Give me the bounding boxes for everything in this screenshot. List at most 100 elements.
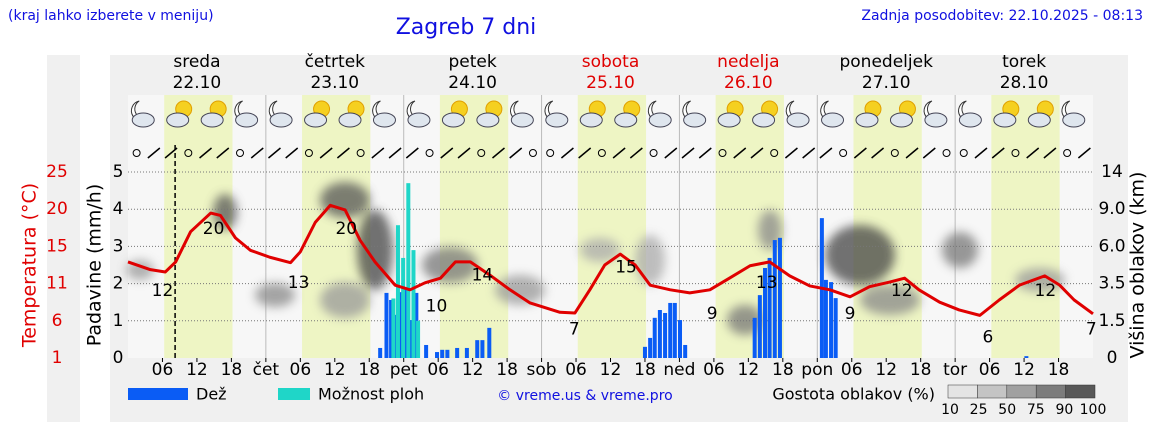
wind-barb bbox=[922, 147, 936, 159]
y3-tick-label: 6.0 bbox=[1098, 236, 1125, 256]
wind-barb bbox=[974, 147, 988, 159]
left-panel bbox=[47, 55, 80, 422]
cloud-blob bbox=[357, 210, 393, 290]
wind-calm bbox=[1063, 149, 1072, 157]
wind-calm bbox=[718, 149, 727, 157]
weather-icon bbox=[785, 100, 810, 128]
y-tick-label: 2 bbox=[113, 274, 124, 294]
x-tick-label: 12 bbox=[600, 360, 622, 380]
x-tick-label: 18 bbox=[910, 360, 932, 380]
weather-icon bbox=[993, 100, 1020, 128]
weather-icon bbox=[752, 100, 779, 128]
weather-icon bbox=[647, 100, 672, 128]
temperature-label: 7 bbox=[1086, 320, 1097, 340]
credit: © vreme.us & vreme.pro bbox=[497, 388, 672, 404]
wind-barb bbox=[250, 147, 264, 159]
weather-icon bbox=[200, 100, 227, 128]
weather-icon bbox=[304, 100, 331, 128]
wind-barb bbox=[853, 147, 867, 159]
y2-tick-label: 15 bbox=[46, 236, 68, 256]
cloud bbox=[372, 112, 396, 128]
cloud-blob bbox=[422, 247, 478, 283]
precip-bar bbox=[487, 327, 492, 358]
x-tick-label: 12 bbox=[1013, 360, 1035, 380]
cloud bbox=[786, 112, 810, 128]
day-name: petek bbox=[449, 52, 497, 72]
x-tick-label: 18 bbox=[1048, 360, 1070, 380]
daylight-band bbox=[991, 95, 1060, 358]
cloud bbox=[441, 112, 465, 128]
day-name: torek bbox=[1002, 52, 1046, 72]
precip-bar bbox=[648, 337, 653, 358]
x-tick-label: tor bbox=[943, 360, 967, 380]
cloud-scale-label: 100 bbox=[1080, 402, 1107, 418]
precip-bar bbox=[389, 299, 394, 358]
x-tick-label: sob bbox=[527, 360, 557, 380]
wind-barb bbox=[267, 147, 281, 159]
weather-icon bbox=[717, 100, 744, 128]
weather-icon bbox=[406, 100, 431, 128]
precip-bar bbox=[672, 302, 677, 358]
x-tick-label: 18 bbox=[358, 360, 380, 380]
wind-barb bbox=[147, 147, 161, 159]
wind-calm bbox=[959, 149, 968, 157]
wind-barb bbox=[319, 147, 333, 159]
weather-icon bbox=[510, 100, 534, 128]
precip-bar bbox=[416, 320, 421, 358]
temperature-label: 15 bbox=[615, 258, 637, 278]
precip-bar bbox=[767, 257, 772, 358]
temperature-label: 10 bbox=[426, 296, 448, 316]
precip-bar bbox=[763, 267, 768, 358]
cloud bbox=[855, 112, 879, 128]
cloud-scale-box bbox=[1065, 384, 1096, 399]
temperature-label: 13 bbox=[288, 273, 310, 293]
x-tick-label: 06 bbox=[979, 360, 1001, 380]
cloud bbox=[614, 112, 638, 128]
x-tick-label: 12 bbox=[875, 360, 897, 380]
weather-icon bbox=[372, 100, 396, 128]
precip-bar bbox=[475, 340, 480, 358]
weather-icon bbox=[682, 100, 707, 128]
wind-barb bbox=[216, 147, 230, 159]
cloud bbox=[924, 112, 948, 128]
cloud bbox=[338, 112, 362, 128]
x-tick-label: ned bbox=[663, 360, 695, 380]
cloud-scale-label: 10 bbox=[941, 402, 959, 418]
temperature-line bbox=[127, 203, 1094, 317]
precip-bar bbox=[378, 347, 383, 358]
wind-barb bbox=[371, 147, 385, 159]
precip-bar bbox=[642, 346, 647, 358]
x-tick-label: 12 bbox=[462, 360, 484, 380]
cloud bbox=[821, 112, 845, 128]
wind-barb bbox=[560, 147, 574, 159]
page-title: Zagreb 7 dni bbox=[396, 15, 537, 40]
cloud-scale-box bbox=[1035, 384, 1066, 399]
wind-calm bbox=[1011, 149, 1020, 157]
precip-bar bbox=[395, 225, 400, 358]
y2-tick-label: 11 bbox=[46, 274, 68, 294]
temperature-label: 14 bbox=[472, 265, 494, 285]
weather-icon bbox=[130, 100, 155, 128]
precip-bar bbox=[652, 317, 657, 358]
wind-barb bbox=[285, 147, 299, 159]
precip-bar bbox=[404, 289, 409, 358]
precip-bar bbox=[772, 240, 777, 358]
wind-calm bbox=[649, 149, 658, 157]
cloud-blob bbox=[825, 225, 895, 285]
hint: (kraj lahko izberete v meniju) bbox=[8, 8, 214, 24]
cloud-blob bbox=[635, 235, 665, 285]
cloud bbox=[683, 112, 707, 128]
cloud-scale-box bbox=[1006, 384, 1037, 399]
x-tick-label: 06 bbox=[290, 360, 312, 380]
cloud bbox=[993, 112, 1017, 128]
weather-icon bbox=[166, 100, 193, 128]
cloud bbox=[269, 112, 293, 128]
day-name: sreda bbox=[173, 52, 220, 72]
y3-title: Višina oblakov (km) bbox=[1127, 172, 1149, 359]
wind-calm bbox=[528, 149, 537, 157]
cloud bbox=[579, 112, 603, 128]
legend-swatch bbox=[278, 388, 310, 400]
cloud-blob bbox=[860, 285, 920, 315]
day-date: 28.10 bbox=[1000, 73, 1049, 93]
cloud bbox=[304, 112, 328, 128]
